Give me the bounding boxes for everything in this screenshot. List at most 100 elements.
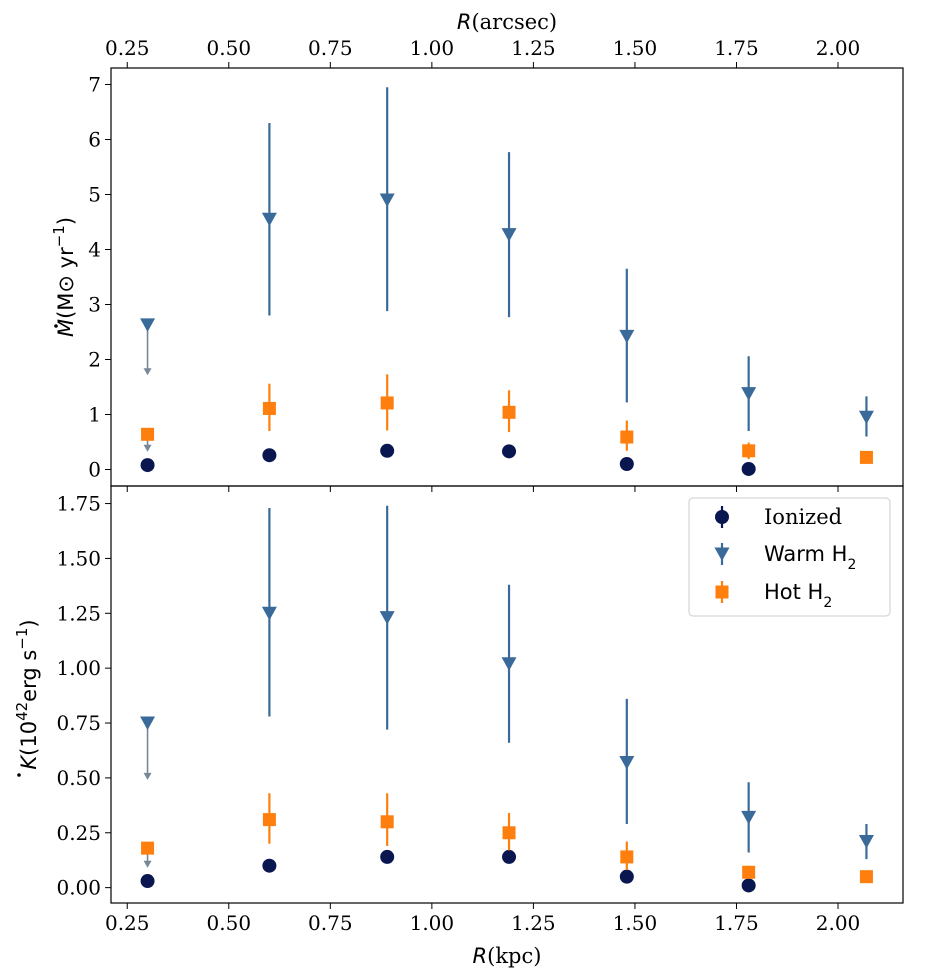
panel-frame: [110, 67, 904, 487]
upper-limit-point-warm-h2: [140, 716, 156, 731]
y-tick-label: 0: [88, 458, 101, 482]
point-ionized: [502, 849, 517, 864]
x-axis-title: R(kpc): [473, 944, 542, 968]
legend-label-subscript: 2: [847, 557, 856, 573]
y-axis-symbol: K: [17, 754, 41, 770]
point-ionized: [262, 448, 277, 463]
y-tick-label: 1.25: [56, 601, 101, 625]
point-warm-h2: [261, 212, 277, 227]
legend-label-hot: Hot H2: [764, 580, 832, 611]
point-ionized: [619, 869, 634, 884]
point-warm-h2: [858, 410, 874, 425]
y-axis-title: M(M⊙ yr−1): [50, 217, 78, 337]
x-tick-label: 1.50: [613, 911, 658, 935]
upper-limit-arrow-head: [143, 444, 152, 452]
y-tick-label: 0.75: [56, 711, 101, 735]
top-x-tick-label: 0.75: [308, 36, 353, 60]
point-warm-h2: [619, 756, 635, 770]
top-x-tick-label: 0.25: [105, 36, 150, 60]
top-x-axis-unit: (arcsec): [471, 10, 557, 34]
legend-marker-warm: [714, 547, 730, 561]
point-hot-h2: [502, 405, 516, 419]
point-hot-h2: [262, 813, 276, 827]
point-warm-h2: [741, 387, 757, 401]
upper-limit-arrow-head: [143, 772, 152, 780]
top-x-tick-label: 1.75: [714, 36, 759, 60]
legend-label-ionized: Ionized: [764, 505, 842, 529]
point-hot-h2: [620, 430, 634, 444]
point-hot-h2: [620, 850, 634, 864]
y-axis-exponent: −1: [13, 628, 31, 650]
y-tick-label: 4: [88, 238, 101, 262]
y-tick-label: 0.50: [56, 766, 101, 790]
x-tick-label: 1.75: [714, 911, 759, 935]
point-hot-h2: [380, 815, 394, 829]
point-hot-h2: [859, 870, 873, 884]
y-tick-label: 0.25: [56, 821, 101, 845]
point-hot-h2: [742, 865, 756, 879]
legend-marker-hot: [715, 585, 729, 599]
point-ionized: [741, 878, 756, 893]
y-tick-label: 1.00: [56, 656, 101, 680]
legend-box: [688, 497, 891, 617]
point-warm-h2: [501, 657, 517, 671]
panel-mdot: 0 1 2 3 4 5 6 7 M(M⊙ yr−1): [50, 67, 904, 492]
x-axis-unit: (kpc): [487, 944, 541, 968]
y-axis-unit: (M⊙ yr: [54, 247, 78, 319]
top-x-tick-label: 1.00: [410, 36, 455, 60]
point-ionized: [502, 444, 517, 459]
y-axis-close: ): [54, 217, 78, 225]
point-ionized: [380, 849, 395, 864]
upper-limit-point-warm-h2: [140, 318, 156, 332]
upper-limit-arrow-head: [143, 368, 152, 376]
y-axis-close: ): [17, 619, 41, 627]
point-hot-h2: [742, 444, 756, 458]
x-tick-label: 1.25: [511, 911, 556, 935]
legend-label-text: Hot H: [764, 580, 823, 604]
y-axis-unit-2: erg s: [17, 650, 41, 702]
upper-limit-point-hot-h2: [141, 841, 155, 855]
point-warm-h2: [379, 611, 395, 625]
point-warm-h2: [858, 835, 874, 849]
point-ionized: [619, 457, 634, 471]
legend-label-warm: Warm H2: [764, 542, 856, 573]
point-ionized: [140, 458, 155, 473]
top-x-axis-title: R(arcsec): [457, 10, 557, 34]
x-tick-label: 2.00: [816, 911, 861, 935]
top-x-axis-symbol: R: [457, 10, 472, 34]
y-tick-label: 7: [88, 73, 101, 97]
panel-kdot: 0.00 0.25 0.50 0.75 1.00 1.25 1.50 1.75 K(1042er…: [13, 485, 904, 909]
top-x-tick-label: 1.25: [511, 36, 556, 60]
point-hot-h2: [502, 826, 516, 840]
y-tick-label: 1: [88, 403, 101, 427]
y-tick-label: 0.00: [56, 876, 101, 900]
point-warm-h2: [379, 193, 395, 207]
x-tick-label: 0.25: [105, 911, 150, 935]
y-tick-label: 1.50: [56, 546, 101, 570]
point-warm-h2: [741, 810, 757, 825]
x-tick-label: 1.00: [410, 911, 455, 935]
legend: Ionized Warm H2 Hot H2: [688, 497, 891, 617]
y-axis-exponent: −1: [50, 225, 68, 247]
y-axis-title: K(1042erg s−1): [13, 619, 41, 769]
top-x-tick-label: 0.50: [207, 36, 252, 60]
point-ionized: [380, 443, 395, 458]
y-axis-unit: (10: [17, 721, 41, 756]
point-hot-h2: [262, 401, 276, 415]
y-tick-label: 2: [88, 348, 101, 372]
x-tick-label: 0.50: [207, 911, 252, 935]
panel-frame: [110, 485, 904, 904]
y-tick-label: 6: [88, 128, 101, 152]
top-x-tick-label: 1.50: [613, 36, 658, 60]
upper-limit-point-hot-h2: [141, 427, 155, 441]
point-warm-h2: [261, 606, 277, 621]
y-axis-dot-accent: [54, 324, 58, 328]
legend-label-text: Warm H: [764, 542, 847, 566]
point-hot-h2: [380, 396, 394, 410]
y-tick-label: 5: [88, 183, 101, 207]
x-axis-symbol: R: [473, 944, 488, 968]
legend-marker-ionized: [715, 510, 729, 524]
point-hot-h2: [859, 450, 873, 464]
y-axis-power: 42: [13, 702, 31, 721]
x-tick-label: 0.75: [308, 911, 353, 935]
